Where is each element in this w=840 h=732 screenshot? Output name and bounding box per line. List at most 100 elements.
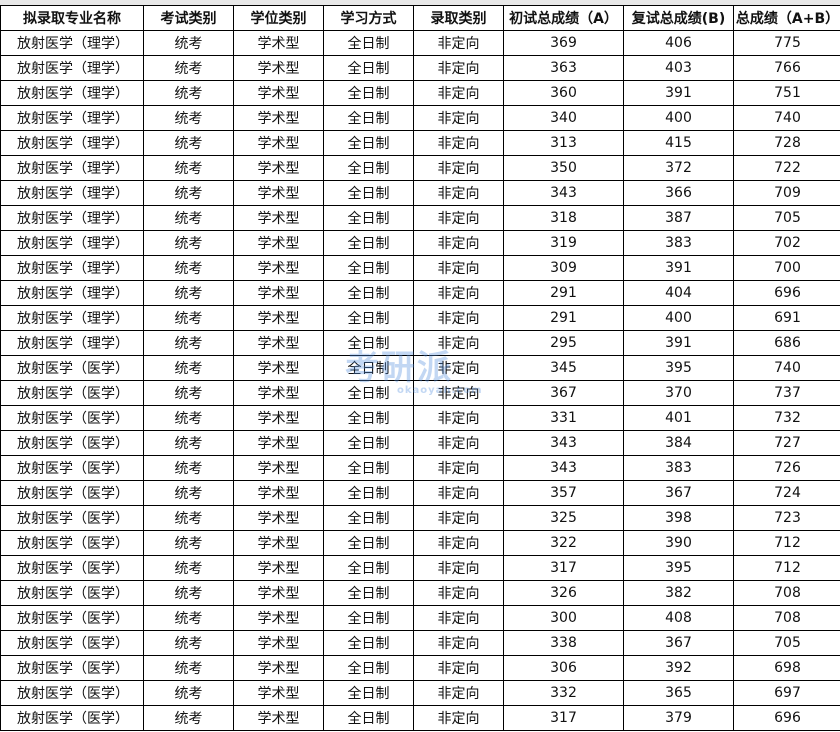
cell-total-score: 740 [733, 355, 840, 381]
table-row: 放射医学（理学） 统考 学术型 全日制 非定向 360 391 751 [0, 80, 840, 106]
cell-exam-type: 统考 [143, 630, 234, 656]
table-row: 放射医学（理学） 统考 学术型 全日制 非定向 309 391 700 [0, 255, 840, 281]
cell-degree-type: 学术型 [233, 355, 324, 381]
cell-exam-type: 统考 [143, 30, 234, 56]
header-study-mode: 学习方式 [323, 5, 414, 31]
cell-study-mode: 全日制 [323, 455, 414, 481]
cell-major-name: 放射医学（医学） [0, 630, 144, 656]
cell-total-score: 726 [733, 455, 840, 481]
table-row: 放射医学（医学） 统考 学术型 全日制 非定向 317 395 712 [0, 555, 840, 581]
cell-retest-score: 403 [623, 55, 734, 81]
cell-major-name: 放射医学（理学） [0, 80, 144, 106]
cell-admission-type: 非定向 [413, 380, 504, 406]
cell-total-score: 696 [733, 280, 840, 306]
table-row: 放射医学（理学） 统考 学术型 全日制 非定向 295 391 686 [0, 330, 840, 356]
cell-admission-type: 非定向 [413, 505, 504, 531]
cell-retest-score: 401 [623, 405, 734, 431]
cell-exam-type: 统考 [143, 280, 234, 306]
cell-exam-type: 统考 [143, 705, 234, 731]
cell-admission-type: 非定向 [413, 105, 504, 131]
cell-initial-score: 343 [503, 455, 624, 481]
cell-study-mode: 全日制 [323, 580, 414, 606]
cell-total-score: 708 [733, 605, 840, 631]
cell-retest-score: 400 [623, 105, 734, 131]
cell-admission-type: 非定向 [413, 530, 504, 556]
cell-exam-type: 统考 [143, 480, 234, 506]
cell-admission-type: 非定向 [413, 605, 504, 631]
header-retest-score: 复试总成绩(B) [623, 5, 734, 31]
cell-admission-type: 非定向 [413, 405, 504, 431]
header-row: 拟录取专业名称 考试类别 学位类别 学习方式 录取类别 初试总成绩（A） 复试总成绩(B) 总… [0, 5, 840, 31]
cell-study-mode: 全日制 [323, 180, 414, 206]
cell-major-name: 放射医学（医学） [0, 380, 144, 406]
cell-study-mode: 全日制 [323, 305, 414, 331]
table-row: 放射医学（理学） 统考 学术型 全日制 非定向 318 387 705 [0, 205, 840, 231]
cell-degree-type: 学术型 [233, 455, 324, 481]
cell-retest-score: 387 [623, 205, 734, 231]
cell-major-name: 放射医学（理学） [0, 30, 144, 56]
cell-major-name: 放射医学（理学） [0, 55, 144, 81]
table-row: 放射医学（医学） 统考 学术型 全日制 非定向 343 383 726 [0, 455, 840, 481]
cell-study-mode: 全日制 [323, 280, 414, 306]
cell-degree-type: 学术型 [233, 480, 324, 506]
cell-major-name: 放射医学（医学） [0, 480, 144, 506]
cell-study-mode: 全日制 [323, 430, 414, 456]
cell-admission-type: 非定向 [413, 130, 504, 156]
cell-degree-type: 学术型 [233, 430, 324, 456]
cell-degree-type: 学术型 [233, 655, 324, 681]
header-major-name: 拟录取专业名称 [0, 5, 144, 31]
cell-retest-score: 408 [623, 605, 734, 631]
cell-initial-score: 295 [503, 330, 624, 356]
cell-total-score: 691 [733, 305, 840, 331]
cell-major-name: 放射医学（医学） [0, 655, 144, 681]
cell-major-name: 放射医学（医学） [0, 430, 144, 456]
cell-study-mode: 全日制 [323, 205, 414, 231]
cell-admission-type: 非定向 [413, 280, 504, 306]
table-row: 放射医学（理学） 统考 学术型 全日制 非定向 350 372 722 [0, 155, 840, 181]
cell-admission-type: 非定向 [413, 205, 504, 231]
cell-initial-score: 338 [503, 630, 624, 656]
cell-degree-type: 学术型 [233, 205, 324, 231]
cell-degree-type: 学术型 [233, 505, 324, 531]
cell-major-name: 放射医学（医学） [0, 530, 144, 556]
cell-total-score: 724 [733, 480, 840, 506]
cell-exam-type: 统考 [143, 205, 234, 231]
table-row: 放射医学（医学） 统考 学术型 全日制 非定向 357 367 724 [0, 480, 840, 506]
cell-total-score: 751 [733, 80, 840, 106]
cell-degree-type: 学术型 [233, 30, 324, 56]
cell-exam-type: 统考 [143, 605, 234, 631]
cell-degree-type: 学术型 [233, 180, 324, 206]
cell-retest-score: 384 [623, 430, 734, 456]
cell-major-name: 放射医学（医学） [0, 555, 144, 581]
admission-scores-table: 拟录取专业名称 考试类别 学位类别 学习方式 录取类别 初试总成绩（A） 复试总成绩(B) 总… [0, 5, 840, 731]
cell-initial-score: 343 [503, 180, 624, 206]
cell-initial-score: 313 [503, 130, 624, 156]
table-row: 放射医学（医学） 统考 学术型 全日制 非定向 306 392 698 [0, 655, 840, 681]
cell-exam-type: 统考 [143, 530, 234, 556]
cell-total-score: 712 [733, 530, 840, 556]
cell-major-name: 放射医学（理学） [0, 280, 144, 306]
cell-initial-score: 291 [503, 280, 624, 306]
cell-major-name: 放射医学（理学） [0, 130, 144, 156]
cell-retest-score: 400 [623, 305, 734, 331]
cell-total-score: 722 [733, 155, 840, 181]
cell-study-mode: 全日制 [323, 555, 414, 581]
cell-study-mode: 全日制 [323, 30, 414, 56]
cell-exam-type: 统考 [143, 255, 234, 281]
cell-major-name: 放射医学（理学） [0, 305, 144, 331]
cell-exam-type: 统考 [143, 130, 234, 156]
cell-retest-score: 372 [623, 155, 734, 181]
cell-retest-score: 392 [623, 655, 734, 681]
table-row: 放射医学（医学） 统考 学术型 全日制 非定向 367 370 737 [0, 380, 840, 406]
table-row: 放射医学（医学） 统考 学术型 全日制 非定向 325 398 723 [0, 505, 840, 531]
cell-admission-type: 非定向 [413, 555, 504, 581]
cell-degree-type: 学术型 [233, 630, 324, 656]
cell-exam-type: 统考 [143, 155, 234, 181]
cell-initial-score: 363 [503, 55, 624, 81]
cell-admission-type: 非定向 [413, 30, 504, 56]
cell-retest-score: 390 [623, 530, 734, 556]
cell-retest-score: 391 [623, 255, 734, 281]
header-initial-score: 初试总成绩（A） [503, 5, 624, 31]
cell-major-name: 放射医学（医学） [0, 580, 144, 606]
cell-major-name: 放射医学（医学） [0, 355, 144, 381]
